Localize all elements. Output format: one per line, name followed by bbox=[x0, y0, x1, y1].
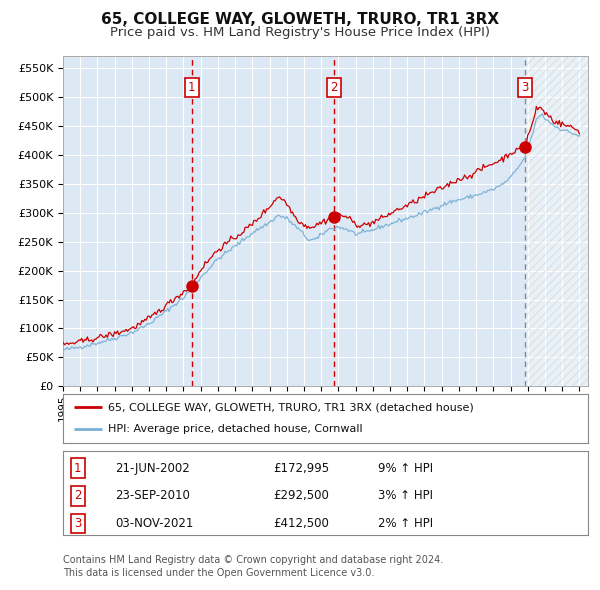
Text: 2% ↑ HPI: 2% ↑ HPI bbox=[378, 517, 433, 530]
Text: 21-JUN-2002: 21-JUN-2002 bbox=[115, 461, 190, 474]
Text: 3% ↑ HPI: 3% ↑ HPI bbox=[378, 489, 433, 502]
Text: 1: 1 bbox=[188, 81, 196, 94]
Text: This data is licensed under the Open Government Licence v3.0.: This data is licensed under the Open Gov… bbox=[63, 568, 374, 578]
Text: 3: 3 bbox=[521, 81, 529, 94]
Bar bbox=[525, 56, 588, 386]
Text: HPI: Average price, detached house, Cornwall: HPI: Average price, detached house, Corn… bbox=[107, 424, 362, 434]
Text: 23-SEP-2010: 23-SEP-2010 bbox=[115, 489, 190, 502]
Text: Contains HM Land Registry data © Crown copyright and database right 2024.: Contains HM Land Registry data © Crown c… bbox=[63, 555, 443, 565]
Text: 1: 1 bbox=[74, 461, 82, 474]
Text: 9% ↑ HPI: 9% ↑ HPI bbox=[378, 461, 433, 474]
Text: 65, COLLEGE WAY, GLOWETH, TRURO, TR1 3RX (detached house): 65, COLLEGE WAY, GLOWETH, TRURO, TR1 3RX… bbox=[107, 402, 473, 412]
Text: 65, COLLEGE WAY, GLOWETH, TRURO, TR1 3RX: 65, COLLEGE WAY, GLOWETH, TRURO, TR1 3RX bbox=[101, 12, 499, 27]
Text: 2: 2 bbox=[330, 81, 338, 94]
Text: 03-NOV-2021: 03-NOV-2021 bbox=[115, 517, 194, 530]
Text: 2: 2 bbox=[74, 489, 82, 502]
Text: Price paid vs. HM Land Registry's House Price Index (HPI): Price paid vs. HM Land Registry's House … bbox=[110, 26, 490, 39]
Text: £292,500: £292,500 bbox=[273, 489, 329, 502]
Text: £412,500: £412,500 bbox=[273, 517, 329, 530]
Text: £172,995: £172,995 bbox=[273, 461, 329, 474]
Text: 3: 3 bbox=[74, 517, 82, 530]
